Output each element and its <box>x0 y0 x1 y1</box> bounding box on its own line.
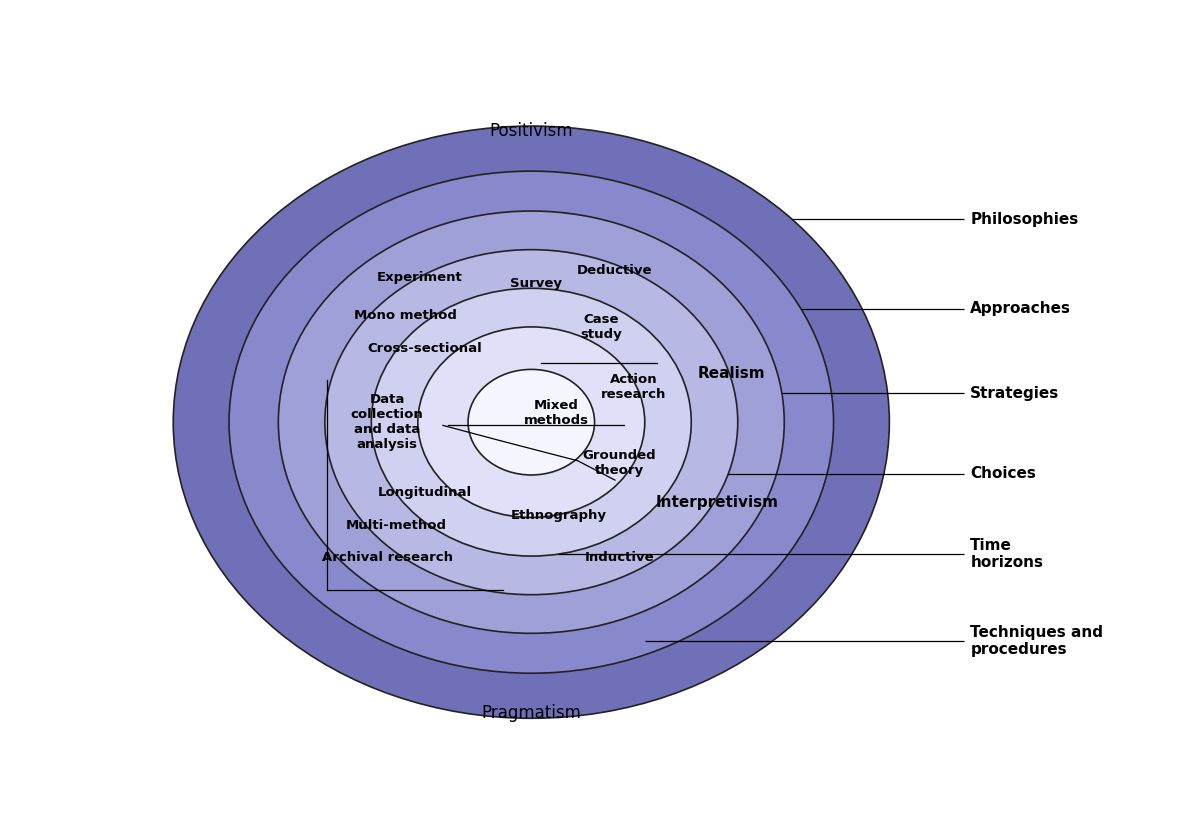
Text: Archival research: Archival research <box>322 551 452 563</box>
Text: Multi-method: Multi-method <box>346 518 446 532</box>
Text: Mixed
methods: Mixed methods <box>524 399 589 426</box>
Text: Data
collection
and data
analysis: Data collection and data analysis <box>350 393 424 451</box>
Text: Deductive: Deductive <box>577 264 653 278</box>
Ellipse shape <box>418 327 644 517</box>
Ellipse shape <box>371 288 691 556</box>
Text: Positivism: Positivism <box>490 122 574 140</box>
Text: Realism: Realism <box>697 366 766 381</box>
Text: Ethnography: Ethnography <box>511 509 607 522</box>
Text: Approaches: Approaches <box>971 302 1072 316</box>
Text: Case
study: Case study <box>580 313 622 341</box>
Text: Action
research: Action research <box>601 373 666 400</box>
Text: Inductive: Inductive <box>584 551 654 563</box>
Text: Strategies: Strategies <box>971 385 1060 400</box>
Text: Grounded
theory: Grounded theory <box>583 449 656 477</box>
Text: Time
horizons: Time horizons <box>971 538 1043 570</box>
Text: Choices: Choices <box>971 466 1036 482</box>
Text: Interpretivism: Interpretivism <box>655 495 779 510</box>
Text: Cross-sectional: Cross-sectional <box>367 342 481 354</box>
Text: Techniques and
procedures: Techniques and procedures <box>971 624 1103 657</box>
Text: Philosophies: Philosophies <box>971 212 1079 227</box>
Ellipse shape <box>278 211 785 634</box>
Ellipse shape <box>229 171 834 673</box>
Text: Pragmatism: Pragmatism <box>481 704 581 722</box>
Ellipse shape <box>468 370 594 475</box>
Ellipse shape <box>173 126 889 718</box>
Text: Mono method: Mono method <box>354 309 457 323</box>
Ellipse shape <box>325 250 738 594</box>
Text: Survey: Survey <box>510 278 562 290</box>
Text: Longitudinal: Longitudinal <box>377 487 472 499</box>
Text: Experiment: Experiment <box>377 271 462 284</box>
